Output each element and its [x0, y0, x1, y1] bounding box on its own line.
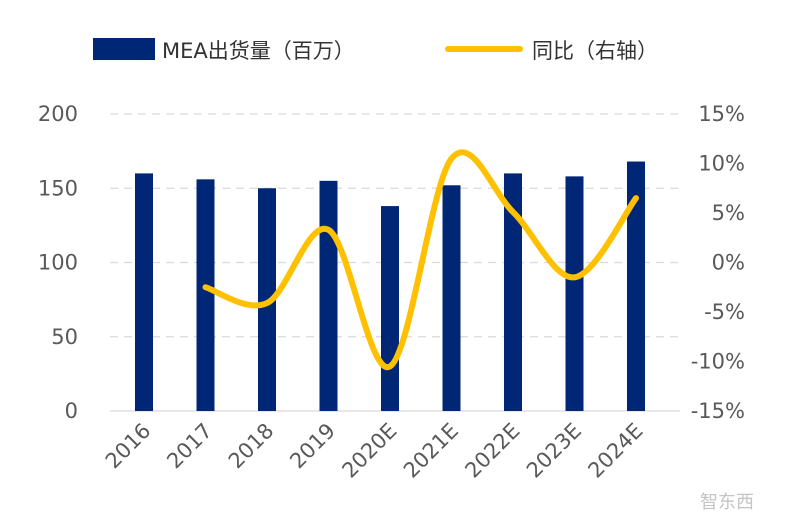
x-tick-label: 2022E	[460, 419, 524, 483]
x-tick-label: 2021E	[399, 419, 463, 483]
right-tick-label: 0%	[712, 251, 745, 275]
legend-bar-swatch	[93, 38, 155, 60]
right-tick-label: -15%	[691, 399, 745, 423]
left-tick-label: 0	[65, 399, 78, 423]
right-tick-label: -5%	[704, 300, 745, 324]
watermark-logo: 智东西	[700, 492, 754, 513]
right-tick-label: 10%	[698, 152, 745, 176]
left-tick-label: 100	[38, 251, 78, 275]
bar-2021E	[443, 185, 461, 411]
legend-line-label: 同比（右轴）	[532, 39, 658, 63]
right-tick-label: 15%	[698, 102, 745, 126]
right-axis: -15% -10% -5% 0% 5% 10% 15%	[691, 102, 745, 423]
bar-2019	[320, 181, 338, 411]
legend-bar-label: MEA出货量（百万）	[162, 39, 355, 63]
x-tick-label: 2024E	[583, 419, 647, 483]
x-tick-label: 2020E	[337, 419, 401, 483]
legend: MEA出货量（百万） 同比（右轴）	[93, 38, 658, 63]
x-tick-label: 2018	[224, 419, 279, 474]
left-axis: 0 50 100 150 200	[38, 102, 78, 423]
bar-2023E	[566, 176, 584, 411]
bar-2020E	[381, 206, 399, 411]
bar-2017	[197, 179, 215, 411]
left-tick-label: 200	[38, 102, 78, 126]
x-tick-label: 2019	[285, 419, 340, 474]
bars	[135, 162, 645, 411]
x-tick-label: 2023E	[522, 419, 586, 483]
x-tick-label: 2017	[162, 419, 217, 474]
right-tick-label: -10%	[691, 350, 745, 374]
left-tick-label: 50	[51, 325, 78, 349]
right-tick-label: 5%	[712, 201, 745, 225]
x-tick-label: 2016	[101, 419, 156, 474]
bar-2016	[135, 173, 153, 411]
left-tick-label: 150	[38, 176, 78, 200]
